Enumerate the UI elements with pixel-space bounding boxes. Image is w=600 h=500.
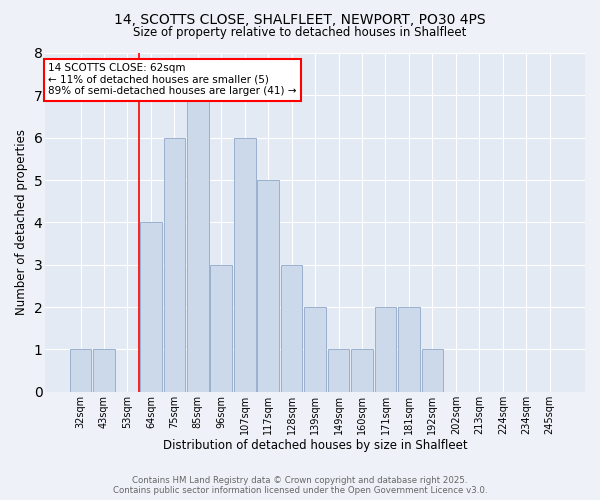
Bar: [234, 138, 256, 392]
Bar: [164, 138, 185, 392]
X-axis label: Distribution of detached houses by size in Shalfleet: Distribution of detached houses by size …: [163, 440, 467, 452]
Bar: [398, 307, 420, 392]
Bar: [281, 264, 302, 392]
Bar: [351, 350, 373, 392]
Y-axis label: Number of detached properties: Number of detached properties: [15, 130, 28, 316]
Text: Contains HM Land Registry data © Crown copyright and database right 2025.
Contai: Contains HM Land Registry data © Crown c…: [113, 476, 487, 495]
Bar: [257, 180, 279, 392]
Bar: [211, 264, 232, 392]
Bar: [374, 307, 396, 392]
Text: 14, SCOTTS CLOSE, SHALFLEET, NEWPORT, PO30 4PS: 14, SCOTTS CLOSE, SHALFLEET, NEWPORT, PO…: [114, 12, 486, 26]
Bar: [140, 222, 161, 392]
Bar: [187, 96, 209, 392]
Bar: [328, 350, 349, 392]
Bar: [70, 350, 91, 392]
Bar: [93, 350, 115, 392]
Bar: [304, 307, 326, 392]
Bar: [422, 350, 443, 392]
Text: Size of property relative to detached houses in Shalfleet: Size of property relative to detached ho…: [133, 26, 467, 39]
Text: 14 SCOTTS CLOSE: 62sqm
← 11% of detached houses are smaller (5)
89% of semi-deta: 14 SCOTTS CLOSE: 62sqm ← 11% of detached…: [48, 63, 296, 96]
